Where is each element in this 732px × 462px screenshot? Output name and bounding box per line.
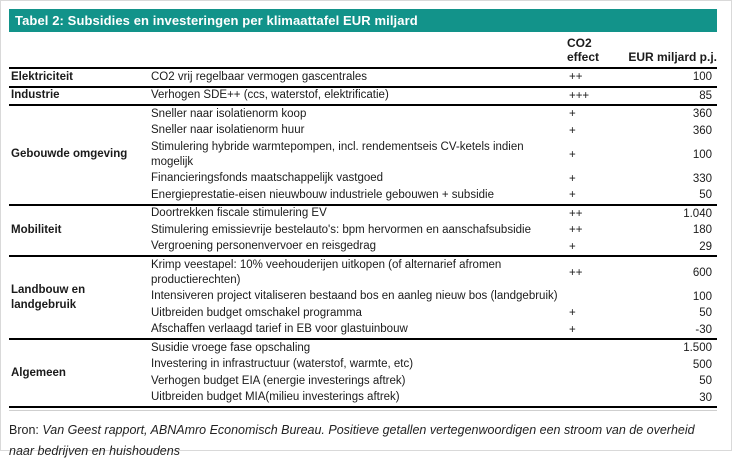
row-eur-value: 360	[692, 124, 712, 137]
table-bottom-rule	[9, 408, 717, 412]
row-eur-value: 180	[692, 224, 712, 237]
row-description: Energieprestatie-eisen nieuwbouw industr…	[151, 188, 494, 201]
table-row: Intensiveren project vitaliseren bestaan…	[151, 289, 717, 306]
row-eur-value: 85	[699, 89, 712, 102]
row-description: Afschaffen verlaagd tarief in EB voor gl…	[151, 323, 408, 336]
table-body: Elektriciteit CO2 vrij regelbaar vermogen…	[9, 69, 717, 409]
category-group: Gebouwde omgeving Sneller naar isolatieno…	[9, 106, 717, 206]
table-row: Verhogen budget EIA (energie investering…	[151, 373, 717, 390]
table-row: Krimp veestapel: 10% veehouderijen uitko…	[151, 257, 717, 289]
row-co2-effect: +	[569, 148, 576, 161]
row-eur-value: 100	[692, 148, 712, 161]
row-co2-effect: +	[569, 172, 576, 185]
row-co2-effect: ++	[569, 266, 583, 279]
row-description: Uitbreiden budget omschakel programma	[151, 306, 362, 319]
table-row: Verhogen SDE++ (ccs, waterstof, elektrif…	[151, 88, 717, 105]
category-group: Industrie Verhogen SDE++ (ccs, waterstof,…	[9, 88, 717, 106]
column-header-eur: EUR miljard p.j.	[628, 50, 717, 64]
row-description: Verhogen budget EIA (energie investering…	[151, 374, 406, 387]
row-eur-value: 1.040	[683, 207, 712, 220]
row-description: Krimp veestapel: 10% veehouderijen uitko…	[151, 258, 502, 286]
row-description: Susidie vroege fase opschaling	[151, 341, 311, 354]
row-eur-value: 600	[692, 266, 712, 279]
category-group: Algemeen Susidie vroege fase opschaling 1.…	[9, 340, 717, 409]
table-row: Vergroening personenvervoer en reisgedra…	[151, 239, 717, 256]
row-eur-value: 29	[699, 240, 712, 253]
category-label: Gebouwde omgeving	[11, 148, 128, 161]
row-eur-value: 360	[692, 108, 712, 121]
table-row: Investering in infrastructuur (waterstof…	[151, 357, 717, 374]
row-description: Sneller naar isolatienorm huur	[151, 124, 305, 137]
row-description: Stimulering emissievrije bestelauto's: b…	[151, 223, 531, 236]
source-note: Bron: Van Geest rapport, ABNAmro Economi…	[9, 420, 717, 462]
row-eur-value: 50	[699, 375, 712, 388]
category-group: Landbouw en landgebruik Krimp veestapel: …	[9, 257, 717, 341]
table-row: Uitbreiden budget MIA(milieu investering…	[151, 390, 717, 407]
table-title-bar: Tabel 2: Subsidies en investeringen per …	[9, 9, 717, 32]
row-co2-effect: +	[569, 189, 576, 202]
row-eur-value: 1.500	[683, 342, 712, 355]
category-group: Elektriciteit CO2 vrij regelbaar vermogen…	[9, 69, 717, 88]
row-co2-effect: +	[569, 307, 576, 320]
category-label: Elektriciteit	[11, 70, 73, 83]
table-title: Tabel 2: Subsidies en investeringen per …	[15, 13, 418, 28]
row-eur-value: 50	[699, 307, 712, 320]
row-description: Intensiveren project vitaliseren bestaan…	[151, 290, 558, 303]
row-eur-value: 100	[692, 71, 712, 84]
category-rows: Sneller naar isolatienorm koop +360 Snelle…	[151, 106, 717, 204]
row-description: Investering in infrastructuur (waterstof…	[151, 358, 414, 371]
table-row: Energieprestatie-eisen nieuwbouw industr…	[151, 187, 717, 204]
table-row: CO2 vrij regelbaar vermogen gascentrales…	[151, 69, 717, 86]
category-rows: Doortrekken fiscale stimulering EV ++ 1.04…	[151, 206, 717, 256]
table-row: Susidie vroege fase opschaling 1.500	[151, 340, 717, 357]
row-co2-effect: +	[569, 240, 576, 253]
table-row: Sneller naar isolatienorm huur +360	[151, 123, 717, 140]
column-header-co2: CO2 effect	[567, 36, 600, 64]
column-header-row: CO2 effect EUR miljard p.j.	[9, 36, 717, 69]
category-label: Industrie	[11, 89, 60, 102]
row-eur-value: 100	[692, 290, 712, 303]
table-row: Stimulering hybride warmtepompen, incl. …	[151, 139, 717, 171]
row-co2-effect: ++	[569, 71, 583, 84]
row-eur-value: 500	[692, 358, 712, 371]
category-label: Landbouw en landgebruik	[11, 283, 86, 311]
row-description: Financieringsfonds maatschappelijk vastg…	[151, 172, 384, 185]
source-text: Van Geest rapport, ABNAmro Economisch Bu…	[9, 423, 695, 459]
table-row: Doortrekken fiscale stimulering EV ++ 1.04…	[151, 206, 717, 223]
row-co2-effect: +++	[569, 89, 590, 102]
row-eur-value: 50	[699, 189, 712, 202]
row-description: Stimulering hybride warmtepompen, incl. …	[151, 140, 524, 168]
table-row: Financieringsfonds maatschappelijk vastg…	[151, 171, 717, 188]
row-description: Verhogen SDE++ (ccs, waterstof, elektrif…	[151, 89, 389, 102]
row-description: Doortrekken fiscale stimulering EV	[151, 207, 327, 220]
row-co2-effect: +	[569, 108, 576, 121]
row-description: Vergroening personenvervoer en reisgedra…	[151, 240, 377, 253]
category-label: Algemeen	[11, 366, 66, 379]
row-co2-effect: +	[569, 323, 576, 336]
table-row: Stimulering emissievrije bestelauto's: b…	[151, 222, 717, 239]
row-eur-value: -30	[695, 323, 712, 336]
category-label: Mobiliteit	[11, 223, 62, 236]
table-row: Afschaffen verlaagd tarief in EB voor gl…	[151, 322, 717, 339]
table-row: Uitbreiden budget omschakel programma +50	[151, 305, 717, 322]
row-co2-effect: ++	[569, 207, 583, 220]
category-rows: CO2 vrij regelbaar vermogen gascentrales…	[151, 69, 717, 86]
row-description: CO2 vrij regelbaar vermogen gascentrales	[151, 70, 368, 83]
category-rows: Verhogen SDE++ (ccs, waterstof, elektrif…	[151, 88, 717, 105]
category-group: Mobiliteit Doortrekken fiscale stimulerin…	[9, 206, 717, 258]
category-rows: Susidie vroege fase opschaling 1.500 Inves…	[151, 340, 717, 406]
row-eur-value: 330	[692, 172, 712, 185]
source-label: Bron:	[9, 423, 39, 438]
row-eur-value: 30	[699, 391, 712, 404]
table-row: Sneller naar isolatienorm koop +360	[151, 106, 717, 123]
row-co2-effect: +	[569, 124, 576, 137]
row-description: Uitbreiden budget MIA(milieu investering…	[151, 391, 400, 404]
row-description: Sneller naar isolatienorm koop	[151, 107, 307, 120]
category-rows: Krimp veestapel: 10% veehouderijen uitko…	[151, 257, 717, 338]
row-co2-effect: ++	[569, 224, 583, 237]
